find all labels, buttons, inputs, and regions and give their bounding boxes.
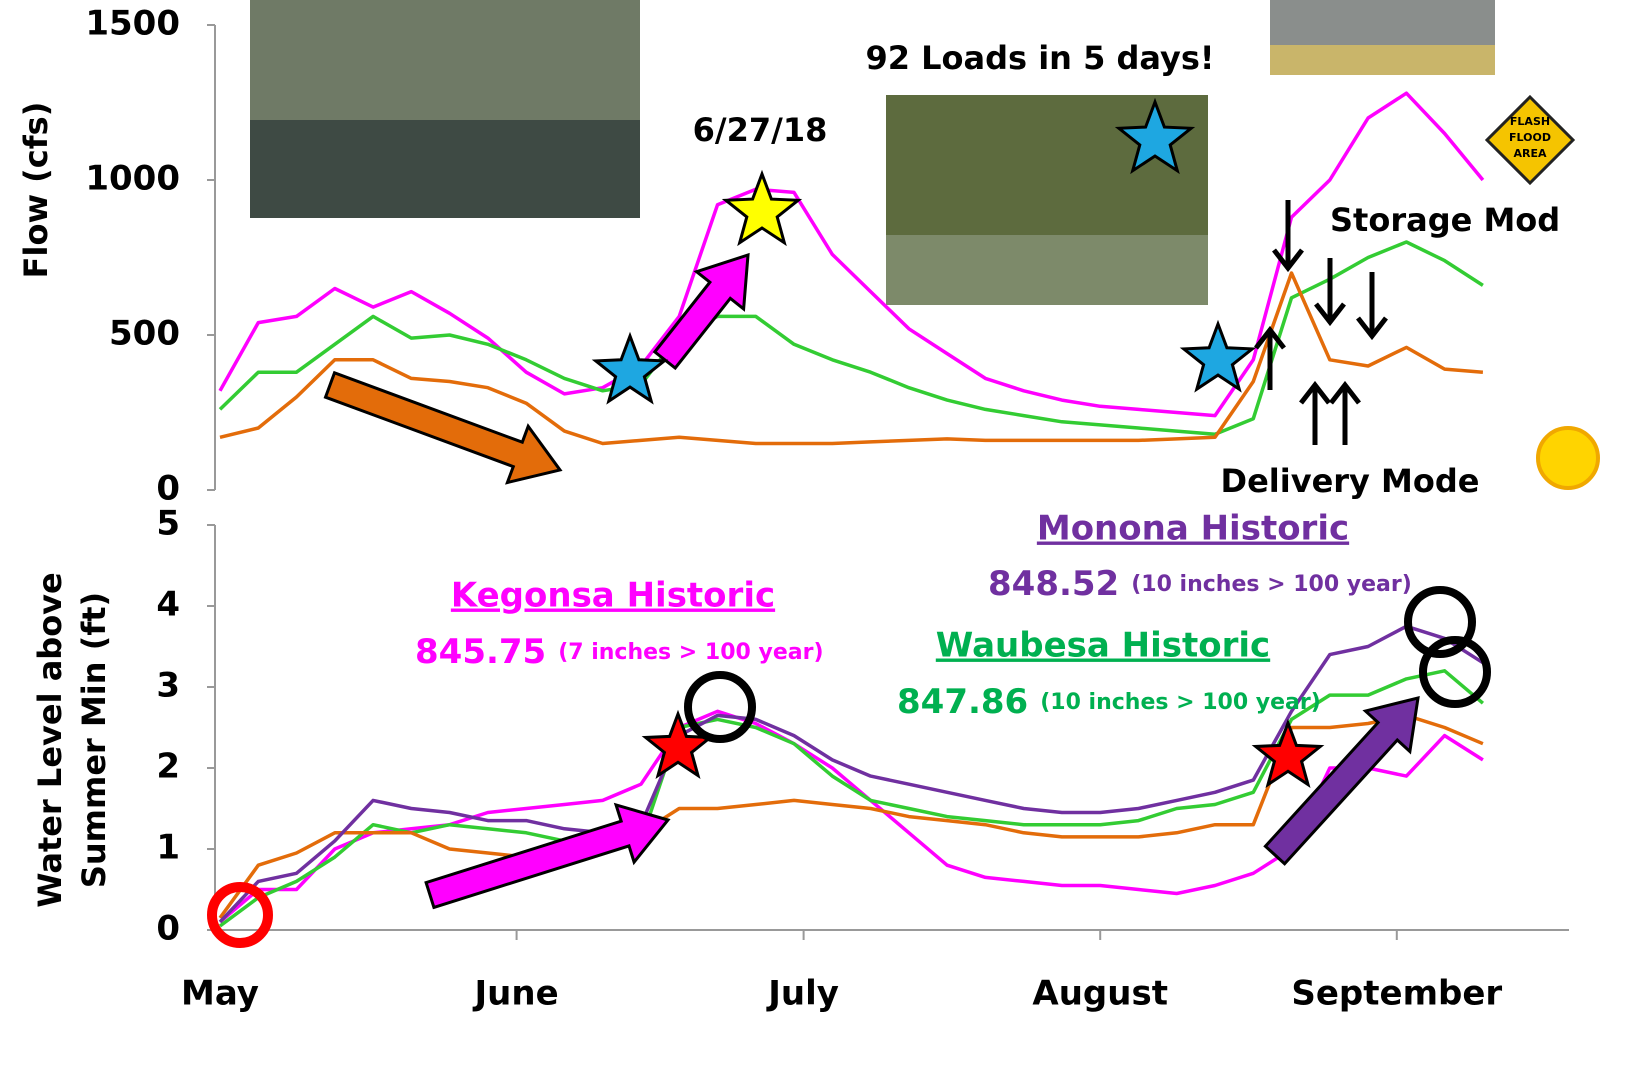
annotation: Delivery Mode <box>1221 462 1480 500</box>
annotations-layer <box>207 97 1491 948</box>
pointer-head <box>1254 325 1286 350</box>
star <box>721 169 803 247</box>
level-note: (10 inches > 100 year) <box>1131 572 1412 597</box>
pointer-head <box>1299 380 1331 405</box>
x-tick-label: September <box>1291 974 1502 1014</box>
y-axis-title: Flow (cfs) <box>17 102 55 279</box>
sign-text: AREA <box>1513 147 1546 160</box>
sun <box>1536 426 1600 490</box>
y-tick-label: 1 <box>156 828 180 868</box>
y-tick-label: 1500 <box>85 4 180 44</box>
y-tick-label: 0 <box>156 469 180 509</box>
star <box>1251 718 1325 788</box>
annotation-value: 845.75 (7 inches > 100 year) <box>415 632 824 672</box>
highlight-circle <box>1404 586 1476 658</box>
series-line <box>219 271 1484 446</box>
annotation-value: 848.52 (10 inches > 100 year) <box>988 564 1412 604</box>
y-tick-label: 4 <box>156 585 180 625</box>
photo-water <box>250 120 640 218</box>
level-note: (10 inches > 100 year) <box>1040 690 1321 715</box>
x-tick-label: June <box>473 974 559 1014</box>
x-tick-label: May <box>181 974 259 1014</box>
arrow <box>652 252 750 371</box>
flash-flood-sign <box>1484 94 1576 186</box>
y-axis-title: Summer Min (ft) <box>75 592 113 888</box>
arrow <box>323 370 563 485</box>
y-tick-label: 5 <box>156 504 180 544</box>
annotation: Storage Mod <box>1330 201 1560 239</box>
level-value: 848.52 <box>988 564 1119 604</box>
star <box>1179 319 1257 393</box>
annotation: 6/27/18 <box>693 111 828 149</box>
y-tick-label: 500 <box>109 314 180 354</box>
pointer-head <box>1272 248 1304 273</box>
y-tick-label: 3 <box>156 666 180 706</box>
y-tick-label: 1000 <box>85 159 180 199</box>
sign-text: FLOOD <box>1509 131 1551 144</box>
star <box>591 331 669 405</box>
annotation: 92 Loads in 5 days! <box>865 39 1214 77</box>
series-line <box>218 709 1484 924</box>
level-value: 845.75 <box>415 632 546 672</box>
series-line <box>218 91 1485 418</box>
annotation-value: 847.86 (10 inches > 100 year) <box>897 682 1321 722</box>
arrow <box>424 802 671 910</box>
highlight-circle <box>1419 636 1491 708</box>
annotation-title: Kegonsa Historic <box>451 576 775 616</box>
star <box>1114 97 1196 175</box>
annotation-title: Monona Historic <box>1037 509 1349 549</box>
level-note: (7 inches > 100 year) <box>558 640 823 665</box>
y-tick-label: 0 <box>156 909 180 949</box>
pointer-head <box>1329 380 1361 405</box>
photo-road <box>1270 45 1495 75</box>
x-tick-label: July <box>766 974 839 1014</box>
sign-text: FLASH <box>1510 115 1550 128</box>
photo-water <box>886 235 1208 305</box>
x-tick-label: August <box>1032 974 1168 1014</box>
highlight-circle <box>207 882 273 948</box>
highlight-circle <box>684 671 756 743</box>
y-axis-title: Water Level above <box>31 572 69 907</box>
level-value: 847.86 <box>897 682 1028 722</box>
annotation-title: Waubesa Historic <box>936 626 1270 666</box>
y-tick-label: 2 <box>156 747 180 787</box>
pointer-head <box>1356 316 1388 341</box>
arrow <box>1263 696 1420 866</box>
pointer-head <box>1314 302 1346 327</box>
